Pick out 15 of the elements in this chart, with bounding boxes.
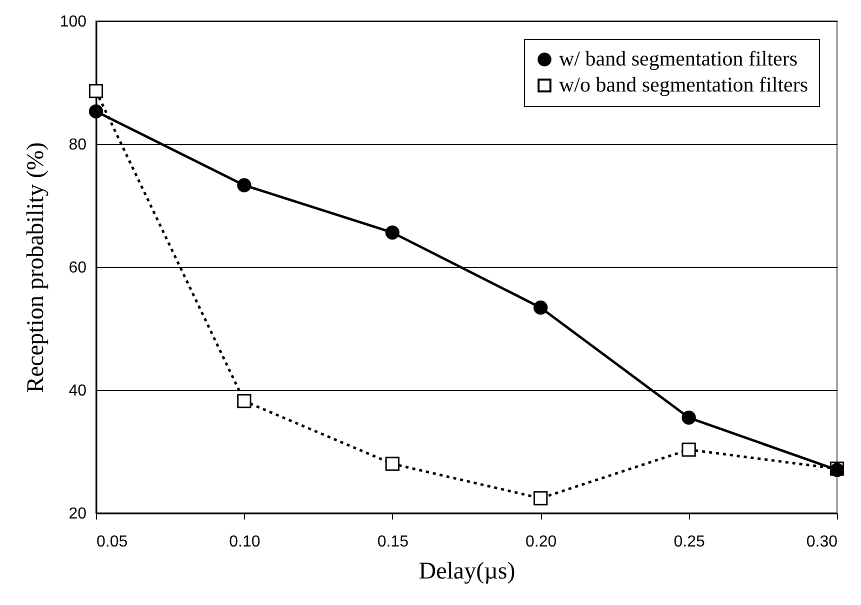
y-tick-label: 80 — [68, 136, 87, 154]
x-tick-label: 0.15 — [377, 534, 409, 550]
y-tick-label: 40 — [68, 382, 87, 400]
x-tick-label: 0.05 — [96, 534, 128, 550]
y-tick-label: 100 — [60, 14, 87, 30]
y-axis-title: Reception probability (%) — [22, 142, 49, 393]
legend-label: w/o band segmentation filters — [559, 72, 808, 96]
x-tick-label: 0.20 — [526, 534, 557, 550]
legend-label: w/ band segmentation filters — [559, 46, 798, 70]
x-tick-label: 0.25 — [674, 534, 705, 550]
x-tick-label: 0.30 — [806, 534, 838, 550]
y-tick-label: 20 — [68, 506, 87, 522]
x-tick-label: 0.10 — [229, 534, 260, 550]
y-tick-label: 60 — [68, 260, 87, 276]
x-axis-title: Delay(µs) — [418, 558, 516, 584]
